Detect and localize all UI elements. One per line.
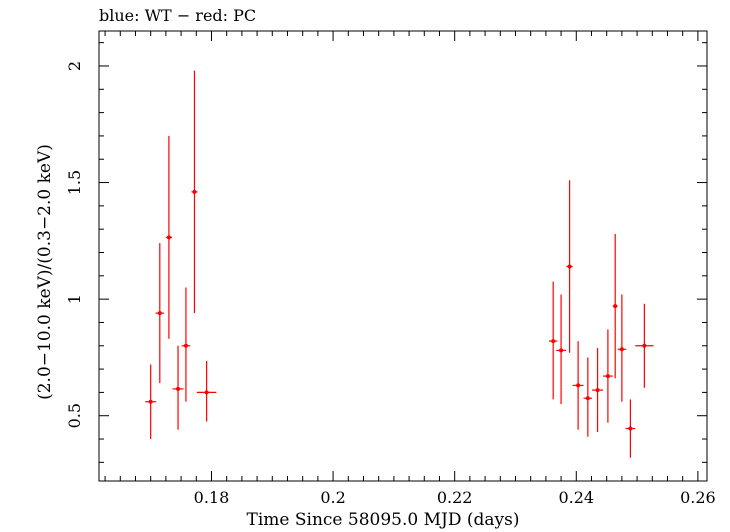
data-point [548,281,558,400]
data-marker [585,396,590,401]
data-marker [605,374,610,379]
y-tick-label: 1.5 [65,170,84,195]
x-tick-label: 0.24 [558,488,594,507]
x-tick-label: 0.22 [437,488,473,507]
data-marker [567,264,572,269]
y-tick-label: 1 [65,294,84,304]
data-point [625,399,636,458]
data-marker [192,189,197,194]
x-axis-label: Time Since 58095.0 MJD (days) [247,510,520,530]
x-axis-tick-labels: 0.18 0.2 0.22 0.24 0.26 [194,488,716,507]
data-point [603,329,613,423]
x-tick-label: 0.2 [320,488,345,507]
data-point [635,303,654,388]
x-tick-label: 0.18 [194,488,230,507]
data-marker [551,339,556,344]
data-point [583,357,593,437]
data-marker [559,348,564,353]
y-axis-tick-labels: 0.5 1 1.5 2 [65,61,84,429]
y-axis-ticks [99,42,707,463]
data-point [196,360,217,422]
y-tick-label: 2 [65,61,84,71]
chart-title: blue: WT − red: PC [99,6,256,25]
data-point [172,345,184,430]
data-point [592,348,604,433]
data-marker [628,426,633,431]
data-point [556,294,566,405]
data-marker [176,386,181,391]
data-point [612,233,618,379]
data-point [572,341,584,430]
y-axis-label: (2.0−10.0 keV)/(0.3−2.0 keV) [35,144,55,400]
data-point [181,287,191,402]
data-marker [204,390,209,395]
y-tick-label: 0.5 [65,403,84,428]
data-marker [166,235,171,240]
data-point [566,180,573,353]
data-point [145,364,157,440]
data-marker [148,399,153,404]
data-marker [576,383,581,388]
data-marker [642,343,647,348]
data-marker [183,343,188,348]
data-point [191,70,198,314]
data-marker [619,347,624,352]
data-marker [595,388,600,393]
data-point [617,294,627,402]
x-tick-label: 0.26 [680,488,716,507]
plot-frame [98,30,708,482]
x-axis-ticks [104,31,699,481]
data-marker [613,304,618,309]
data-marker [157,311,162,316]
data-points [145,70,654,458]
data-point [155,243,165,384]
data-point [165,135,172,339]
